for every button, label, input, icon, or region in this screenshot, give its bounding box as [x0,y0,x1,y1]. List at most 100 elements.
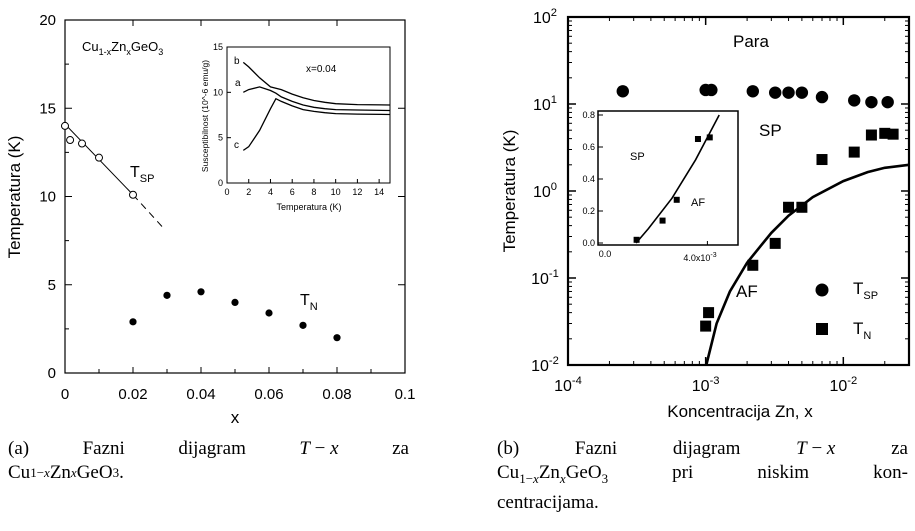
y-tick-label: 10-2 [531,355,559,375]
y-tick-label: 0 [48,365,56,382]
tsp-point [795,86,809,99]
caption-a-line2: Cu 1−x Zn x GeO 3. [8,462,124,483]
x-tick-label: 10-2 [829,375,857,395]
inset-tn-point [633,236,640,243]
x-tick-label: 10-4 [554,375,582,395]
tn-point [783,201,795,213]
x-tick-label: 0.06 [254,386,283,403]
inset-curve-b [242,61,391,106]
tsp-point [865,95,878,109]
x-tick-label: 0.1 [395,386,416,403]
inset-y-tick-label: 0.8 [582,110,595,120]
tn-point [747,259,759,271]
tsp-fit-dashed [132,194,164,229]
caption-a-line1: (a) Fazni dijagram T − x za [8,438,409,459]
tsp-point [61,121,69,130]
inset-region-af: AF [691,197,705,209]
inset-tn-point [706,134,713,141]
region-sp: SP [759,121,782,140]
y-tick-label: 10 [39,189,56,206]
tsp-point [95,153,103,162]
panel-a-inset: 0 2 4 6 8 10 12 14 0 5 10 15 Susceptibilnost (10^-6… [200,42,391,212]
inset-b-frame [597,110,739,246]
inset-x-tick-label: 8 [311,187,316,197]
panel-b-xlabel: Koncentracija Zn, x [667,402,813,421]
tn-point [197,288,205,296]
tn-point [769,237,781,249]
inset-y-tick-label: 15 [213,42,223,52]
region-para: Para [733,32,769,51]
inset-a-curves [242,61,391,151]
tsp-point [881,95,894,109]
tsp-point [782,86,795,99]
tn-fit-curve [705,163,910,366]
inset-x-tick-label: 4 [268,187,273,197]
inset-tn-point [673,196,680,203]
inset-a-annotation: x=0.04 [306,64,337,75]
panel-b-axes: 10-4 10-3 10-2 10-2 10-1 100 101 102 [531,7,910,395]
caption-b-line2: Cu1−xZnxGeO3 pri niskim kon- [497,462,908,486]
tn-point [700,320,712,332]
panel-a-points [61,121,341,342]
caption-b: (b) Fazni dijagram T − x za Cu1−xZnxGeO3 pri n… [497,437,908,515]
tn-point [129,318,137,326]
inset-y-tick-label: 0.2 [582,206,595,216]
inset-x-tick-label: 0 [224,187,229,197]
tsp-point [815,90,829,104]
inset-y-tick-label: 0.4 [582,174,595,184]
inset-fit-line [635,114,720,244]
y-tick-label: 20 [39,12,56,29]
curve-label-b: b [234,56,240,67]
x-tick-label: 0.04 [186,386,215,403]
caption-a: (a) Fazni dijagram T − x za Cu 1−x Zn x GeO 3. [8,437,409,485]
tn-point [879,127,891,139]
inset-a-frame [226,46,391,184]
tsp-label: TSP [130,164,154,185]
tn-point [163,291,171,299]
tn-point [299,321,307,329]
tn-label: TN [300,292,318,313]
inset-y-tick-label: 5 [218,133,223,143]
x-tick-label: 0 [61,386,69,403]
panel-a-xlabel: x [231,408,240,427]
tn-point [231,298,239,306]
inset-y-tick-label: 0.6 [582,142,595,152]
tn-point [865,129,877,141]
y-tick-label: 101 [533,94,557,114]
tn-point [816,154,828,166]
y-tick-label: 10-1 [531,268,559,288]
tn-fit-path [705,163,910,366]
inset-tn-point [694,136,701,142]
x-tick-label: 0.08 [322,386,351,403]
tsp-point [616,85,629,98]
region-af: AF [736,282,758,301]
panel-b-inset: 0.0 0.2 0.4 0.6 0.8 0.0 4.0x10-3 SP AF [582,110,739,263]
inset-x-tick-label: 4.0x10-3 [683,252,716,263]
panel-a-ylabel: Temperatura (K) [5,136,24,259]
inset-y-tick-label: 0 [218,178,223,188]
y-tick-label: 100 [533,181,557,201]
tsp-point [705,83,718,97]
inset-y-tick-label: 10 [213,87,223,97]
tsp-point [746,85,759,98]
tsp-point [848,94,861,107]
legend-tn-label: TN [853,319,871,342]
panel-b-legend: TSP TN [815,279,878,342]
caption-b-line3: centracijama. [497,491,599,513]
tn-point [848,146,860,158]
legend-tsp-label: TSP [853,279,878,302]
panel-b-points [616,83,899,332]
curve-label-a: a [235,78,241,89]
compound-label: Cu1-xZnxGeO3 [82,39,163,57]
legend-tn-marker [816,323,828,335]
tsp-point [78,139,86,148]
y-tick-label: 15 [39,100,56,117]
inset-tn-point [659,217,666,224]
inset-a-xlabel: Temperatura (K) [276,202,341,212]
tsp-point [768,86,782,99]
inset-y-tick-label: 0.0 [582,238,595,248]
tn-point [703,307,715,319]
x-tick-label: 10-3 [692,375,720,395]
